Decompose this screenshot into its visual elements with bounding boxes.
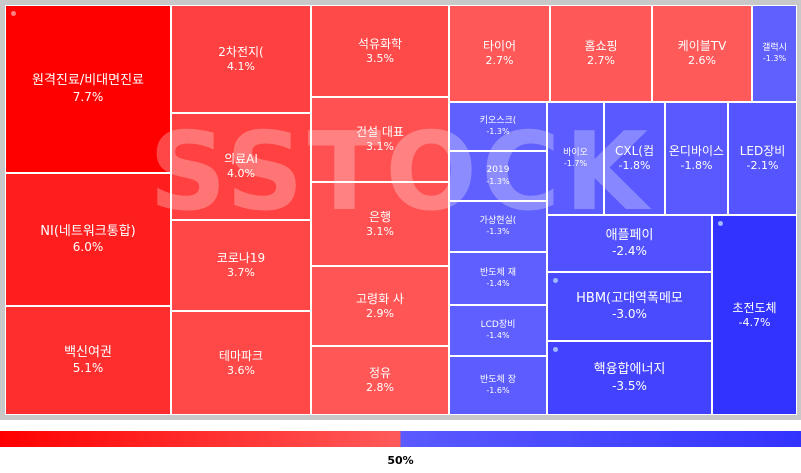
tile-name: 반도체 재 — [480, 267, 516, 278]
tile-name: 2차전지( — [218, 44, 264, 59]
treemap-tile-ai[interactable]: 의료AI 4.0% — [171, 113, 311, 220]
tile-value: -3.0% — [612, 307, 647, 322]
tile-value: -1.4% — [486, 331, 510, 341]
tile-value: -3.5% — [612, 378, 647, 393]
tile-name: 키오스크( — [479, 115, 517, 126]
treemap-tile-2[interactable]: 2차전지(4.1% — [171, 5, 311, 113]
tile-marker-dot — [553, 347, 558, 352]
tile-value: 5.1% — [72, 361, 104, 376]
tile-name: 바이오 — [563, 147, 588, 158]
tile-name: 갤럭시 — [762, 42, 787, 53]
tile-name: NI(네트워크통합) — [40, 223, 136, 239]
tile-value: 2.9% — [366, 306, 394, 320]
treemap-tile-2019[interactable]: 2019 -1.3% — [449, 151, 547, 201]
tile-value: 2.7% — [587, 54, 615, 68]
treemap-tile-item-24[interactable]: 온디바이스 -1.8% — [665, 102, 728, 215]
tile-value: -1.8% — [618, 159, 651, 173]
color-scale-label: 50% — [387, 454, 414, 467]
treemap-tile-ni[interactable]: NI(네트워크통합) 6.0% — [5, 173, 171, 306]
tile-name: HBM(고대역폭메모 — [576, 290, 683, 306]
treemap-tile-item-15[interactable]: 갤럭시 -1.3% — [752, 5, 797, 102]
tile-value: -1.3% — [486, 127, 510, 137]
treemap-tile-item-6[interactable]: 테마파크 3.6% — [171, 311, 311, 415]
treemap-tile-item-16[interactable]: 키오스크(-1.3% — [449, 102, 547, 151]
tile-marker-dot — [11, 11, 16, 16]
tile-value: 3.6% — [227, 363, 255, 377]
color-scale-bar — [0, 431, 801, 447]
treemap-tile-19[interactable]: 코로나19 3.7% — [171, 220, 311, 311]
tile-value: -1.3% — [486, 227, 510, 237]
treemap-tile-item-11[interactable]: 정유 2.8% — [311, 346, 449, 415]
tile-name: 고령화 사 — [356, 291, 404, 306]
tile-name: CXL(컴 — [614, 144, 654, 159]
treemap-tile-item-9[interactable]: 은행 3.1% — [311, 182, 449, 266]
treemap-tile-item-19[interactable]: 반도체 재 -1.4% — [449, 252, 547, 305]
tile-name: 가상현실( — [479, 215, 517, 226]
tile-value: -1.8% — [680, 159, 713, 173]
tile-value: 6.0% — [72, 240, 104, 255]
tile-value: -1.3% — [486, 176, 510, 186]
tile-name: 원격진료/비대면진료 — [31, 73, 145, 89]
tile-value: 4.1% — [227, 59, 255, 73]
tile-value: 2.8% — [366, 381, 394, 395]
treemap-tile-led[interactable]: LED장비 -2.1% — [728, 102, 797, 215]
tile-name: LCD장비 — [480, 319, 516, 330]
treemap-tile-item-8[interactable]: 건설 대표 3.1% — [311, 97, 449, 182]
tile-name: 백신여권 — [64, 344, 112, 360]
tile-name: 케이블TV — [677, 39, 727, 54]
tile-name: 정유 — [368, 366, 392, 381]
tile-value: 7.7% — [72, 89, 104, 104]
treemap-tile-cxl[interactable]: CXL(컴 -1.8% — [604, 102, 665, 215]
treemap-tile-item-10[interactable]: 고령화 사 2.9% — [311, 266, 449, 346]
tile-name: 초전도체 — [732, 300, 777, 315]
tile-value: -2.1% — [746, 159, 779, 173]
tile-name: 건설 대표 — [356, 125, 404, 140]
treemap-tile-item-7[interactable]: 석유화학 3.5% — [311, 5, 449, 97]
treemap-tile-lcd[interactable]: LCD장비 -1.4% — [449, 305, 547, 356]
treemap-frame: 원격진료/비대면진료 7.7% NI(네트워크통합) 6.0% 백신여권 5.1% 2차전지… — [0, 0, 801, 420]
tile-value: 3.1% — [366, 224, 394, 238]
tile-value: -1.3% — [762, 54, 787, 64]
tile-name: 은행 — [368, 209, 392, 224]
tile-name: 애플페이 — [605, 227, 654, 243]
tile-value: 2.6% — [688, 54, 716, 68]
treemap-tile-hbm[interactable]: HBM(고대역폭메모 -3.0% — [547, 272, 712, 341]
treemap-tile-item-2[interactable]: 백신여권 5.1% — [5, 306, 171, 415]
tile-name: LED장비 — [739, 144, 786, 159]
treemap-tile-item-26[interactable]: 애플페이 -2.4% — [547, 215, 712, 272]
treemap-tile-item-13[interactable]: 홈쇼핑 2.7% — [550, 5, 652, 102]
tile-name: 테마파크 — [218, 348, 264, 363]
tile-value: -2.4% — [612, 244, 647, 259]
tile-value: 2.7% — [485, 54, 514, 68]
tile-name: 반도체 장 — [480, 374, 516, 385]
treemap-tile-item-21[interactable]: 반도체 장 -1.6% — [449, 356, 547, 415]
tile-name: 코로나19 — [216, 251, 266, 266]
treemap-tile-item-28[interactable]: 핵융합에너지 -3.5% — [547, 341, 712, 415]
treemap-tile-tv[interactable]: 케이블TV 2.6% — [652, 5, 752, 102]
treemap-tile-item-22[interactable]: 바이오 -1.7% — [547, 102, 604, 215]
tile-name: 의료AI — [224, 152, 258, 167]
tile-name: 핵융합에너지 — [593, 362, 666, 378]
tile-value: -4.7% — [738, 315, 771, 329]
treemap-tile-item-12[interactable]: 타이어 2.7% — [449, 5, 550, 102]
tile-value: 3.1% — [366, 140, 394, 154]
treemap-tile-item-18[interactable]: 가상현실(-1.3% — [449, 201, 547, 252]
tile-value: -1.7% — [563, 159, 588, 169]
tile-value: -1.6% — [486, 386, 510, 396]
tile-name: 타이어 — [482, 39, 517, 54]
tile-value: 3.5% — [366, 51, 394, 65]
treemap-chart: 원격진료/비대면진료 7.7% NI(네트워크통합) 6.0% 백신여권 5.1% 2차전지… — [5, 5, 797, 415]
tile-name: 온디바이스 — [668, 144, 725, 159]
tile-name: 석유화학 — [357, 36, 403, 51]
treemap-tile-item-29[interactable]: 초전도체 -4.7% — [712, 215, 797, 415]
tile-value: 3.7% — [227, 266, 255, 280]
tile-value: -1.4% — [486, 279, 510, 289]
tile-name: 홈쇼핑 — [584, 39, 618, 54]
tile-name: 2019 — [486, 165, 510, 176]
tile-marker-dot — [718, 221, 723, 226]
tile-value: 4.0% — [227, 167, 255, 181]
tile-marker-dot — [553, 278, 558, 283]
treemap-tile-item-0[interactable]: 원격진료/비대면진료 7.7% — [5, 5, 171, 173]
